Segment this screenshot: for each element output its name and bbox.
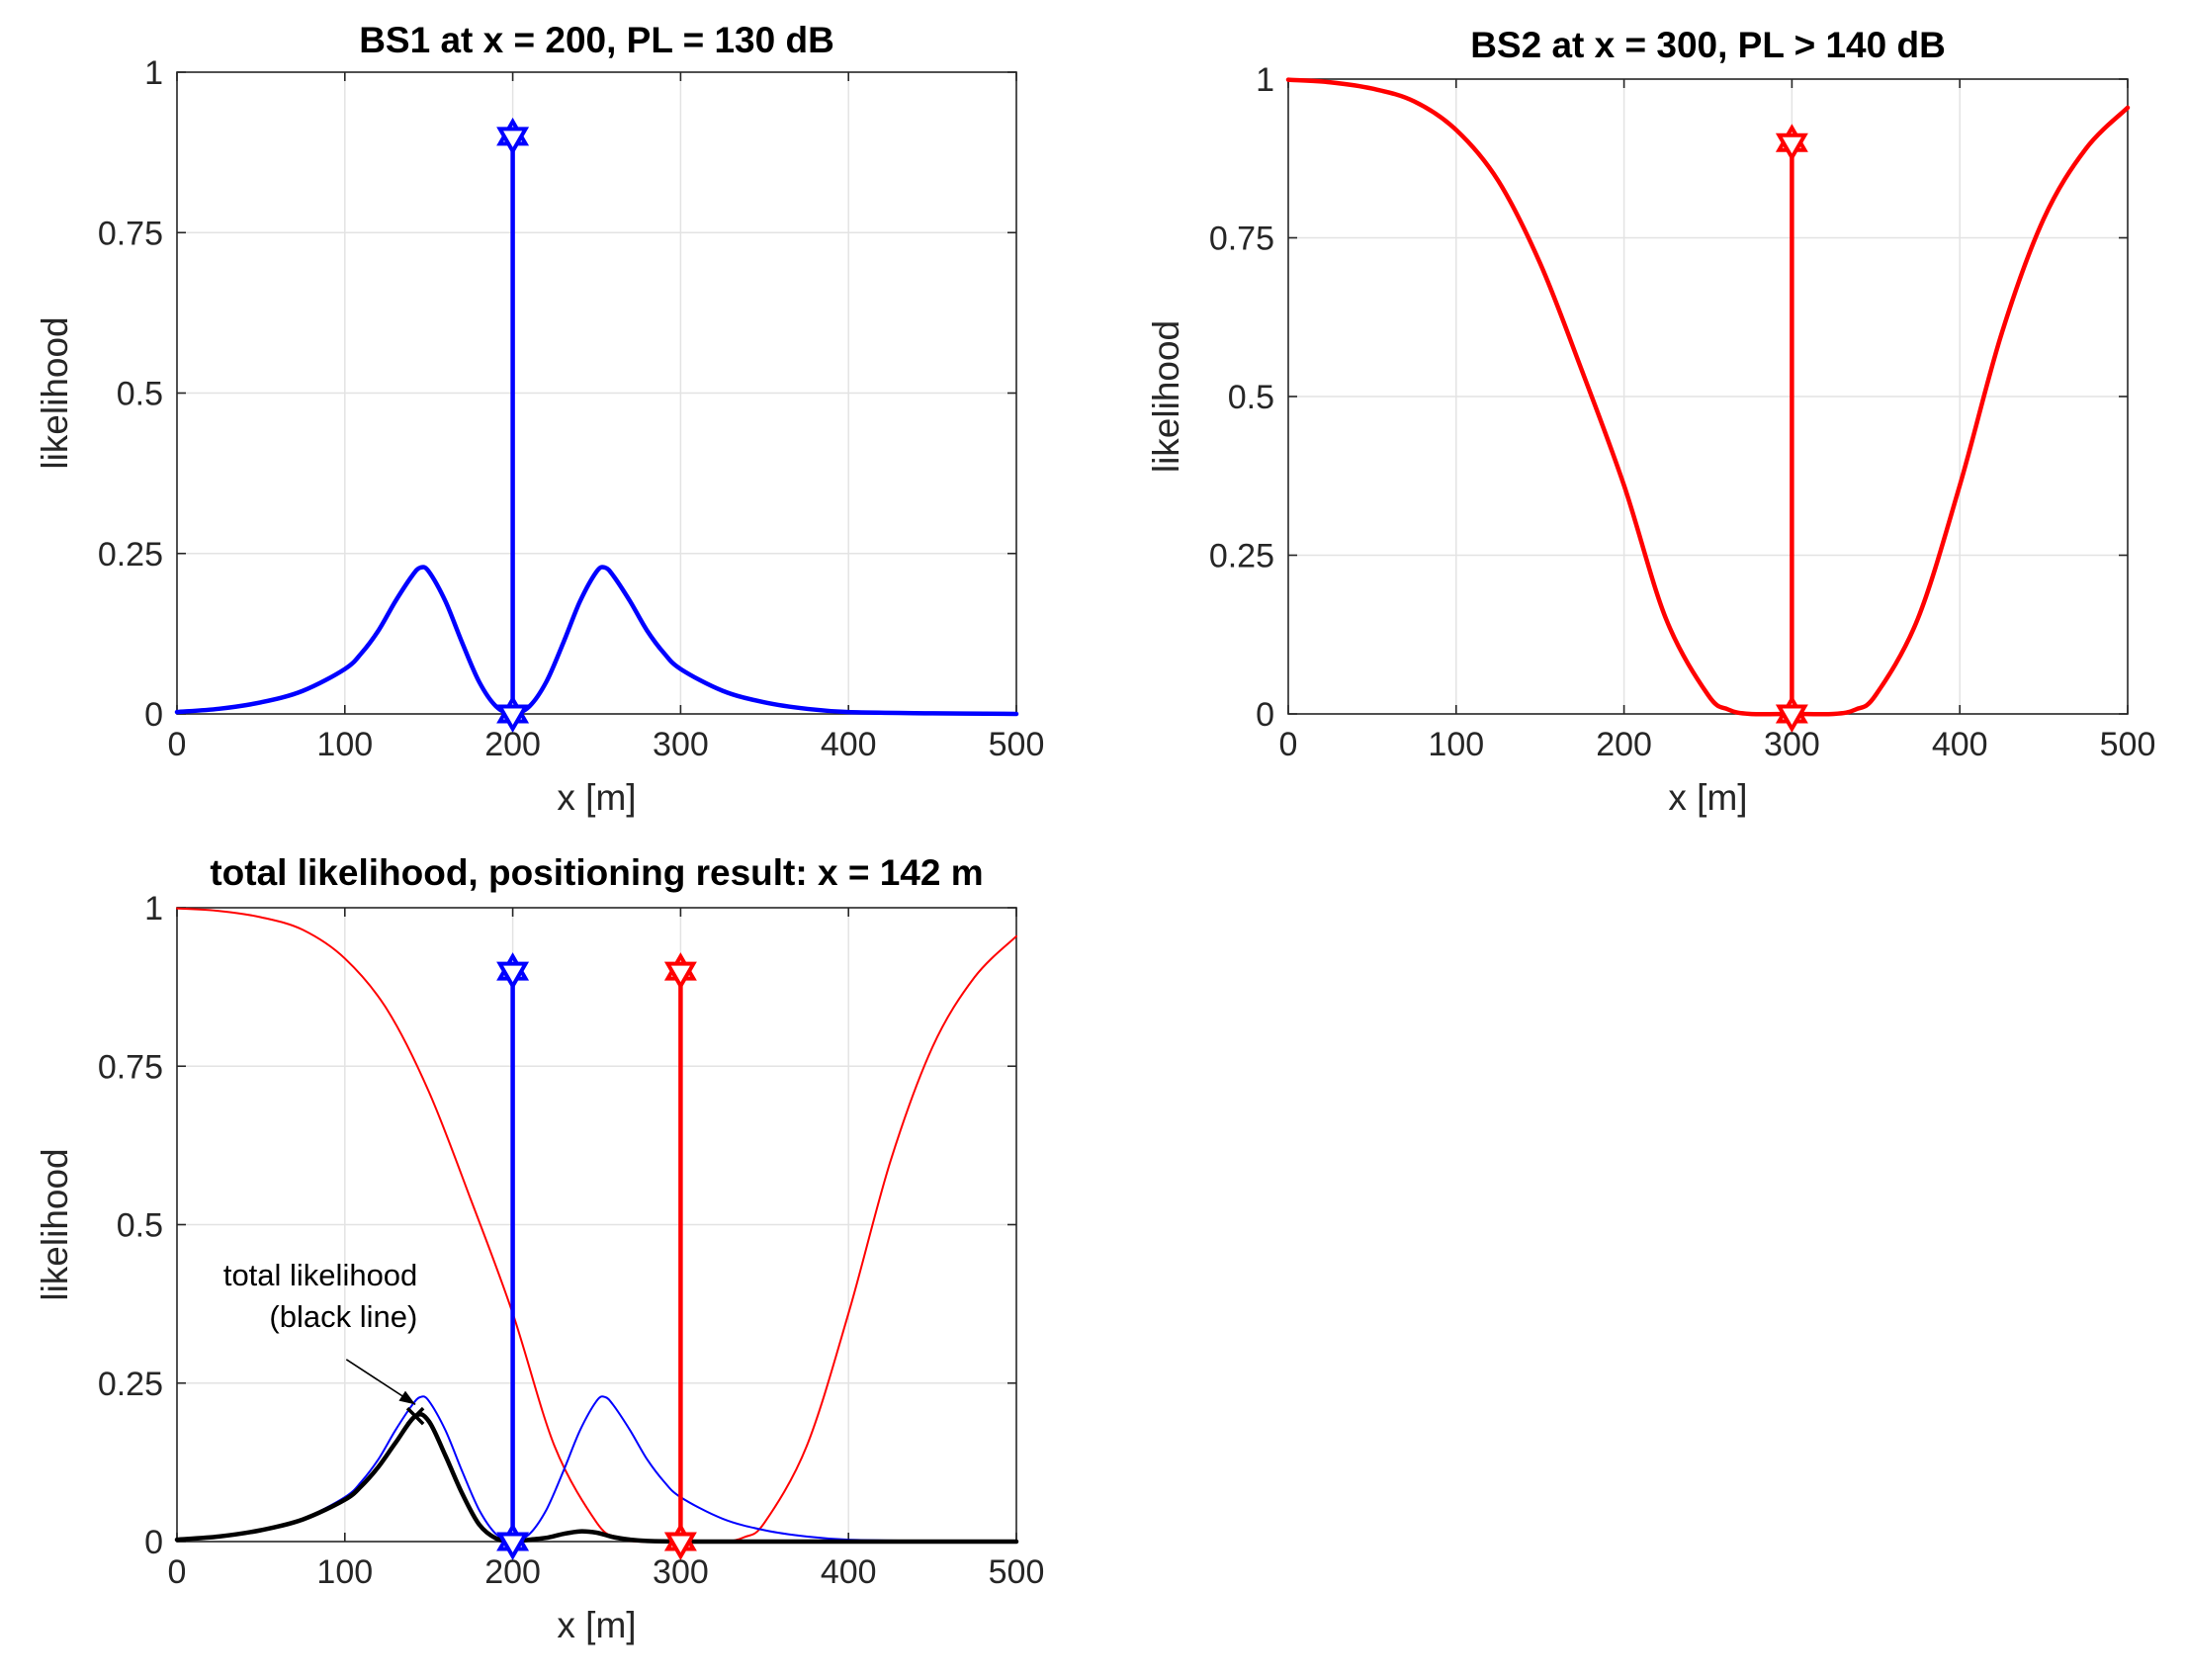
bs2-chart-title: BS2 at x = 300, PL > 140 dB [1470,25,1946,65]
bs2-y-tick-label: 0 [1256,696,1274,734]
total-chart-title: total likelihood, positioning result: x … [210,852,983,893]
bs2-hexagram-marker-bottom [1775,704,1808,733]
bs2-chart: BS2 at x = 300, PL > 140 dB x [m] likeli… [1146,25,2155,818]
bs1-plot-area [174,71,1019,733]
total-y-tick-label: 0.5 [117,1207,163,1245]
total-hexagram-marker-top [663,961,697,991]
bs1-y-axis-label: likelihood [35,316,75,469]
total-annotation-line-2: (black line) [269,1299,417,1334]
bs2-x-axis-label: x [m] [1668,777,1747,818]
bs2-y-tick-label: 0.25 [1209,538,1274,575]
bs2-series-line-1 [1285,77,2131,717]
bs2-x-tick-label: 200 [1596,726,1652,763]
bs1-y-tick-label: 0.25 [98,536,163,574]
total-hexagram-marker-bottom [496,1532,530,1560]
bs2-y-tick-label: 0.5 [1228,379,1274,416]
bs1-chart: BS1 at x = 200, PL = 130 dB x [m] likeli… [35,20,1044,818]
bs1-x-tick-label: 100 [316,726,373,763]
total-x-axis-label: x [m] [557,1605,636,1645]
bs1-chart-title: BS1 at x = 200, PL = 130 dB [359,20,834,60]
bs2-x-tick-label: 400 [1932,726,1988,763]
bs1-y-tick-label: 0.5 [117,376,163,413]
total-annotation-arrowhead [398,1390,416,1405]
bs1-hexagram-marker-top [496,127,530,155]
bs1-y-tick-label: 1 [144,54,163,92]
bs1-x-axis-label: x [m] [557,777,636,818]
total-y-tick-label: 0.25 [98,1366,163,1403]
total-x-tick-label: 400 [821,1553,877,1591]
total-x-tick-label: 100 [316,1553,373,1591]
total-x-tick-label: 200 [484,1553,541,1591]
total-annotation-line-1: total likelihood [223,1258,417,1292]
bs1-x-tick-label: 400 [821,726,877,763]
bs1-y-tick-label: 0 [144,696,163,734]
bs1-y-tick-label: 0.75 [98,215,163,252]
total-y-tick-label: 0 [144,1524,163,1561]
bs2-y-axis-label: likelihood [1146,320,1186,473]
bs2-plot-area [1285,77,2131,733]
total-plot-area [174,907,1019,1560]
total-hexagram-marker-top [496,961,530,991]
total-x-tick-label: 500 [989,1553,1045,1591]
total-y-tick-label: 1 [144,890,163,928]
bs1-x-tick-label: 200 [484,726,541,763]
total-y-tick-label: 0.75 [98,1048,163,1086]
bs2-x-tick-label: 500 [2100,726,2156,763]
bs1-x-tick-label: 300 [653,726,709,763]
bs2-x-tick-label: 100 [1428,726,1484,763]
bs2-y-tick-label: 1 [1256,61,1274,99]
bs1-hexagram-marker-bottom [496,704,530,733]
bs2-x-tick-label: 0 [1279,726,1298,763]
total-y-axis-label: likelihood [35,1148,75,1300]
bs1-x-tick-label: 0 [168,726,187,763]
bs1-x-tick-label: 500 [989,726,1045,763]
bs1-series-line-1 [174,565,1019,717]
total-series-line-2 [176,1395,1017,1543]
bs2-hexagram-marker-top [1775,133,1808,162]
total-result-marker [405,1406,425,1426]
total-x-tick-label: 300 [653,1553,709,1591]
bs2-x-tick-label: 300 [1764,726,1820,763]
total-chart: total likelihood, positioning result: x … [35,852,1044,1645]
total-hexagram-marker-bottom [663,1532,697,1560]
bs2-y-tick-label: 0.75 [1209,221,1274,258]
total-x-tick-label: 0 [168,1553,187,1591]
